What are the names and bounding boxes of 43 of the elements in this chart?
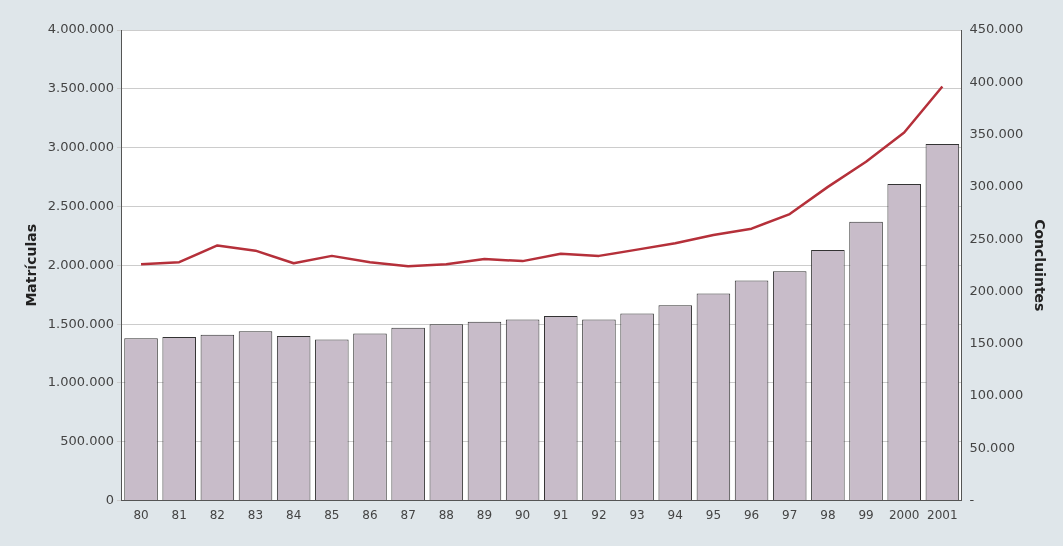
x-tick-label: 84 [286, 507, 302, 522]
y2-tick-label: 350.000 [969, 125, 1024, 141]
y-tick-label: 0 [105, 491, 114, 507]
x-tick-label: 94 [667, 507, 683, 522]
x-tick-label: 2000 [888, 507, 920, 522]
x-tick-label: 93 [629, 507, 645, 522]
x-tick-label: 81 [171, 507, 187, 522]
y2-axis-title: Concluintes [1031, 219, 1048, 312]
x-tick-label: 95 [705, 507, 722, 522]
x-tick-label: 86 [362, 507, 378, 522]
x-tick-label: 90 [514, 507, 531, 522]
y2-tick-label: 400.000 [969, 73, 1024, 89]
y2-tick-label: - [969, 491, 975, 507]
y2-tick-label: 450.000 [969, 21, 1024, 37]
x-tick-label: 89 [476, 507, 493, 522]
y-tick-label: 3.500.000 [47, 80, 114, 96]
x-tick-label: 98 [820, 507, 836, 522]
y2-tick-label: 150.000 [969, 335, 1024, 351]
x-tick-label: 2001 [927, 507, 958, 522]
y2-tick-label: 100.000 [969, 387, 1024, 403]
y2-tick-label: 300.000 [969, 178, 1024, 194]
y-axis-title: Matrículas [23, 223, 40, 307]
x-tick-label: 92 [591, 507, 607, 522]
x-tick-label: 85 [324, 507, 340, 522]
y-tick-label: 1.500.000 [47, 315, 114, 331]
x-tick-label: 80 [133, 507, 149, 522]
x-tick-label: 87 [400, 507, 416, 522]
y-tick-label: 3.000.000 [47, 139, 114, 155]
y2-tick-label: 250.000 [969, 230, 1024, 246]
y-tick-label: 2.500.000 [47, 197, 114, 213]
x-tick-label: 97 [782, 507, 798, 522]
y-tick-label: 500.000 [60, 433, 114, 449]
y-tick-label: 2.000.000 [47, 256, 114, 272]
x-tick-label: 88 [438, 507, 454, 522]
x-tick-label: 82 [209, 507, 225, 522]
x-tick-label: 91 [553, 507, 569, 522]
x-tick-label: 83 [247, 507, 264, 522]
y2-tick-label: 50.000 [969, 439, 1015, 455]
x-tick-label: 96 [743, 507, 760, 522]
y-tick-label: 1.000.000 [47, 374, 114, 390]
x-tick-label: 99 [858, 507, 874, 522]
y2-tick-label: 200.000 [969, 282, 1024, 298]
y-tick-label: 4.000.000 [47, 21, 114, 37]
